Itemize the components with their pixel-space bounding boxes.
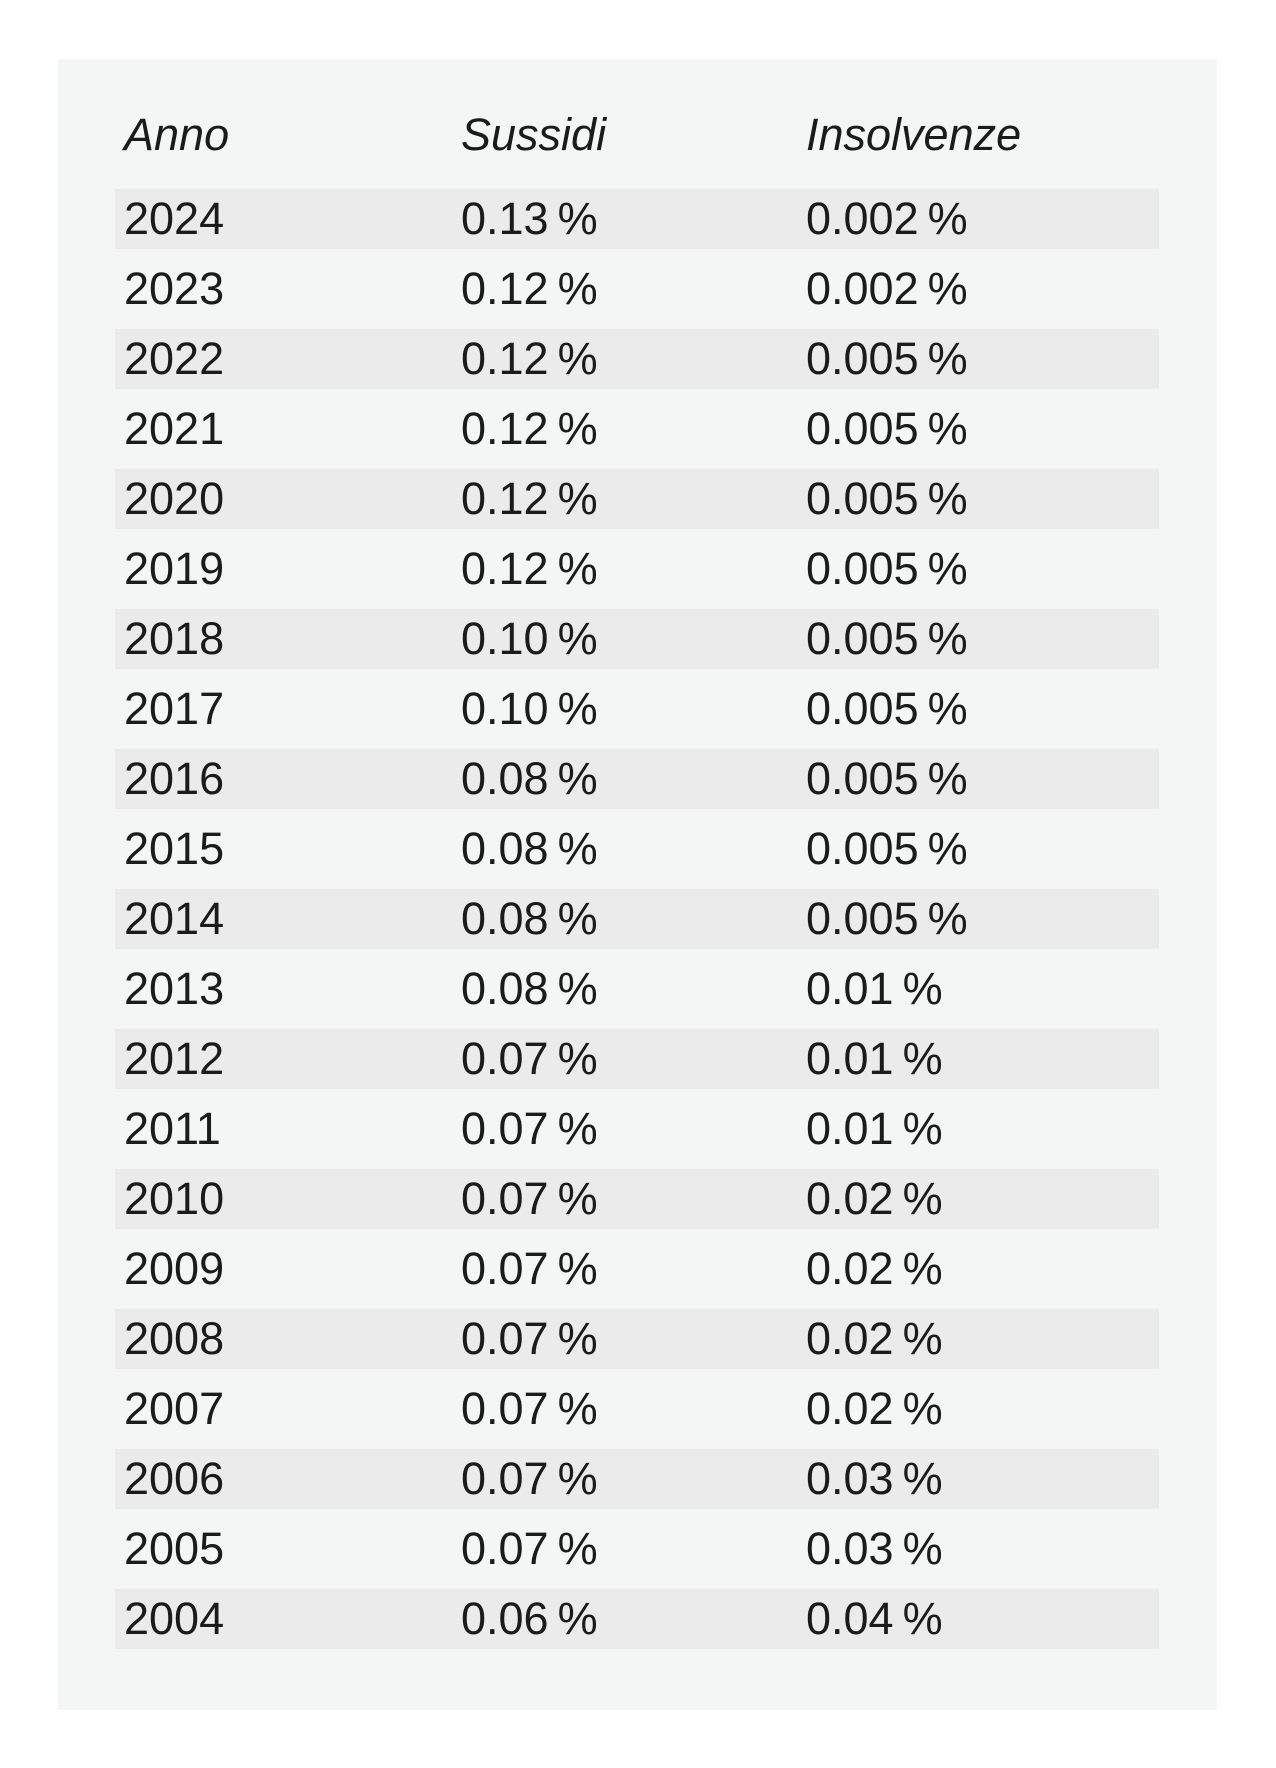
cell-anno: 2013	[124, 963, 225, 1014]
column-header-anno: Anno	[124, 109, 230, 160]
cell-sussidi: 0.07 %	[461, 1173, 598, 1224]
table-row: 2018 0.10 % 0.005 %	[115, 609, 1159, 669]
cell-anno: 2004	[124, 1593, 225, 1644]
cell-sussidi: 0.07 %	[461, 1033, 598, 1084]
cell-anno: 2023	[124, 263, 225, 314]
cell-anno: 2010	[124, 1173, 225, 1224]
cell-insolvenze: 0.005 %	[806, 683, 968, 734]
cell-anno: 2008	[124, 1313, 225, 1364]
cell-insolvenze: 0.005 %	[806, 753, 968, 804]
cell-insolvenze: 0.03 %	[806, 1453, 943, 1504]
table-row: 2020 0.12 % 0.005 %	[115, 469, 1159, 529]
cell-insolvenze: 0.002 %	[806, 193, 968, 244]
cell-anno: 2012	[124, 1033, 225, 1084]
cell-anno: 2022	[124, 333, 225, 384]
table-row: 2013 0.08 % 0.01 %	[115, 959, 1159, 1019]
cell-sussidi: 0.07 %	[461, 1383, 598, 1434]
table-row: 2024 0.13 % 0.002 %	[115, 189, 1159, 249]
cell-insolvenze: 0.005 %	[806, 333, 968, 384]
cell-sussidi: 0.10 %	[461, 613, 598, 664]
table-row: 2016 0.08 % 0.005 %	[115, 749, 1159, 809]
column-header-sussidi: Sussidi	[461, 109, 607, 160]
cell-sussidi: 0.08 %	[461, 893, 598, 944]
cell-insolvenze: 0.01 %	[806, 1103, 943, 1154]
table-row: 2012 0.07 % 0.01 %	[115, 1029, 1159, 1089]
cell-insolvenze: 0.005 %	[806, 473, 968, 524]
cell-sussidi: 0.08 %	[461, 823, 598, 874]
table-row: 2014 0.08 % 0.005 %	[115, 889, 1159, 949]
cell-anno: 2014	[124, 893, 225, 944]
cell-anno: 2007	[124, 1383, 225, 1434]
table-header-row: Anno Sussidi Insolvenze	[115, 105, 1159, 165]
cell-sussidi: 0.07 %	[461, 1313, 598, 1364]
table-row: 2011 0.07 % 0.01 %	[115, 1099, 1159, 1159]
cell-insolvenze: 0.02 %	[806, 1313, 943, 1364]
cell-insolvenze: 0.02 %	[806, 1383, 943, 1434]
table-row: 2019 0.12 % 0.005 %	[115, 539, 1159, 599]
cell-sussidi: 0.07 %	[461, 1103, 598, 1154]
cell-insolvenze: 0.02 %	[806, 1243, 943, 1294]
cell-sussidi: 0.07 %	[461, 1243, 598, 1294]
cell-sussidi: 0.10 %	[461, 683, 598, 734]
table-row: 2023 0.12 % 0.002 %	[115, 259, 1159, 319]
cell-anno: 2016	[124, 753, 225, 804]
table-row: 2010 0.07 % 0.02 %	[115, 1169, 1159, 1229]
cell-anno: 2015	[124, 823, 225, 874]
cell-anno: 2009	[124, 1243, 225, 1294]
cell-anno: 2021	[124, 403, 225, 454]
cell-anno: 2019	[124, 543, 225, 594]
cell-sussidi: 0.12 %	[461, 403, 598, 454]
table-row: 2006 0.07 % 0.03 %	[115, 1449, 1159, 1509]
column-header-insolvenze: Insolvenze	[806, 109, 1022, 160]
cell-insolvenze: 0.002 %	[806, 263, 968, 314]
table-row: 2015 0.08 % 0.005 %	[115, 819, 1159, 879]
cell-anno: 2005	[124, 1523, 225, 1574]
cell-insolvenze: 0.01 %	[806, 1033, 943, 1084]
table-row: 2017 0.10 % 0.005 %	[115, 679, 1159, 739]
table-row: 2005 0.07 % 0.03 %	[115, 1519, 1159, 1579]
cell-insolvenze: 0.005 %	[806, 543, 968, 594]
cell-sussidi: 0.08 %	[461, 963, 598, 1014]
cell-sussidi: 0.12 %	[461, 543, 598, 594]
cell-sussidi: 0.12 %	[461, 333, 598, 384]
cell-anno: 2017	[124, 683, 225, 734]
statistics-table-card: Anno Sussidi Insolvenze 2024 0.13 % 0.00…	[58, 59, 1217, 1710]
cell-sussidi: 0.07 %	[461, 1453, 598, 1504]
cell-sussidi: 0.13 %	[461, 193, 598, 244]
cell-insolvenze: 0.04 %	[806, 1593, 943, 1644]
cell-anno: 2024	[124, 193, 225, 244]
cell-insolvenze: 0.005 %	[806, 613, 968, 664]
cell-insolvenze: 0.005 %	[806, 823, 968, 874]
cell-insolvenze: 0.03 %	[806, 1523, 943, 1574]
cell-anno: 2020	[124, 473, 225, 524]
cell-sussidi: 0.07 %	[461, 1523, 598, 1574]
cell-insolvenze: 0.005 %	[806, 403, 968, 454]
cell-insolvenze: 0.005 %	[806, 893, 968, 944]
cell-anno: 2006	[124, 1453, 225, 1504]
table-row: 2008 0.07 % 0.02 %	[115, 1309, 1159, 1369]
table-row: 2009 0.07 % 0.02 %	[115, 1239, 1159, 1299]
cell-insolvenze: 0.02 %	[806, 1173, 943, 1224]
cell-sussidi: 0.08 %	[461, 753, 598, 804]
table-row: 2022 0.12 % 0.005 %	[115, 329, 1159, 389]
cell-sussidi: 0.12 %	[461, 473, 598, 524]
cell-sussidi: 0.06 %	[461, 1593, 598, 1644]
cell-anno: 2011	[124, 1103, 221, 1154]
table-body: 2024 0.13 % 0.002 % 2023 0.12 % 0.002 % …	[115, 189, 1159, 1649]
cell-sussidi: 0.12 %	[461, 263, 598, 314]
table-row: 2007 0.07 % 0.02 %	[115, 1379, 1159, 1439]
cell-insolvenze: 0.01 %	[806, 963, 943, 1014]
table-row: 2004 0.06 % 0.04 %	[115, 1589, 1159, 1649]
table-row: 2021 0.12 % 0.005 %	[115, 399, 1159, 459]
cell-anno: 2018	[124, 613, 225, 664]
